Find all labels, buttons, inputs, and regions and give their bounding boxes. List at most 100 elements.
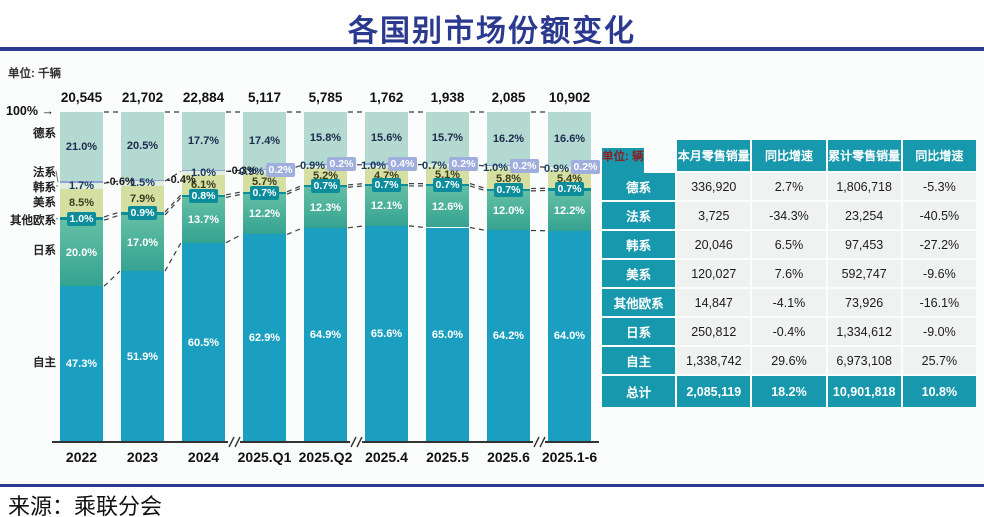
bar-segment-faxi bbox=[487, 165, 530, 167]
table-cell: 1,806,718 bbox=[827, 173, 901, 200]
segment-label: 1.7% bbox=[68, 180, 95, 193]
segment-label: 17.4% bbox=[248, 134, 281, 147]
segment-label: 12.0% bbox=[492, 204, 525, 217]
bar-segment-faxi bbox=[243, 169, 286, 171]
series-label-faxi: 法系 bbox=[33, 166, 56, 179]
row-header: 韩系 bbox=[602, 231, 676, 258]
segment-label: 0.9% bbox=[127, 206, 158, 221]
bar-segment-rixi bbox=[121, 214, 164, 272]
series-label-desi: 德系 bbox=[33, 128, 56, 141]
page-title: 各国别市场份额变化 bbox=[348, 15, 636, 48]
x-axis-label: 2025.4 bbox=[365, 449, 408, 465]
segment-label: 60.5% bbox=[187, 336, 220, 349]
segment-label: 20.0% bbox=[65, 247, 98, 260]
segment-label: 15.8% bbox=[309, 132, 342, 145]
x-axis-label: 2025.5 bbox=[426, 449, 469, 465]
table-cell: 6,973,108 bbox=[827, 347, 901, 374]
segment-label: -0.4% bbox=[167, 174, 196, 187]
table-cell: 592,747 bbox=[827, 260, 901, 287]
bar-segment-desi bbox=[548, 112, 591, 167]
column-header: 同比增速 bbox=[902, 140, 976, 171]
segment-label: 0.7% bbox=[249, 186, 280, 200]
bar-segment-zizhu bbox=[487, 230, 530, 443]
table-cell: -4.1% bbox=[752, 289, 826, 316]
bar-segment-faxi bbox=[60, 181, 103, 184]
column-header: 本月零售销量 bbox=[677, 140, 751, 171]
table-cell: -27.2% bbox=[902, 231, 976, 258]
table-cell: -0.4% bbox=[752, 318, 826, 345]
bar-segment-hanxi bbox=[182, 171, 225, 175]
segment-label: 6.1% bbox=[190, 178, 217, 191]
table-cell: 7.6% bbox=[752, 260, 826, 287]
table-cell: -40.5% bbox=[902, 202, 976, 229]
segment-label: 0.2% bbox=[509, 158, 540, 173]
segment-label: 5.4% bbox=[556, 173, 583, 186]
bar-segment-faxi bbox=[365, 163, 408, 165]
segment-label: 0.9% bbox=[238, 165, 265, 178]
segment-label: 15.6% bbox=[370, 131, 403, 144]
y-axis-100-text: 100% bbox=[6, 104, 38, 118]
segment-label: 5.8% bbox=[495, 172, 522, 185]
table-row: 其他欧系 14,847 -4.1% 73,926 -16.1% bbox=[602, 289, 976, 316]
bar-total-label: 1,938 bbox=[430, 90, 465, 105]
segment-label: 0.7% bbox=[371, 177, 402, 192]
table-cell: 73,926 bbox=[827, 289, 901, 316]
bar-segment-desi bbox=[304, 112, 347, 165]
segment-label: 1.0% bbox=[360, 160, 387, 173]
bar-segment-rixi bbox=[426, 185, 469, 228]
segment-label: 20.5% bbox=[126, 139, 159, 152]
stacked-bar-chart: 单位: 千辆 100% → 20,545 21.0% -0.6% 1.7% 8.5% 1.… bbox=[6, 55, 601, 481]
series-label-qitaouxi: 其他欧系 bbox=[10, 214, 56, 227]
bar-total-label: 5,785 bbox=[308, 90, 343, 105]
table-cell: 25.7% bbox=[902, 347, 976, 374]
bar-segment-zizhu bbox=[243, 234, 286, 442]
bar-segment-zizhu bbox=[182, 242, 225, 443]
bar-segment-faxi bbox=[426, 163, 469, 165]
table-row: 德系 336,920 2.7% 1,806,718 -5.3% bbox=[602, 173, 976, 200]
bar-segment-rixi bbox=[182, 197, 225, 243]
table-cell: 23,254 bbox=[827, 202, 901, 229]
bar-segment-zizhu bbox=[121, 271, 164, 443]
column-header: 单位: 辆 bbox=[602, 148, 644, 179]
row-header: 自主 bbox=[602, 347, 676, 374]
segment-label: 17.0% bbox=[126, 237, 159, 249]
segment-label: 1.0% bbox=[190, 167, 217, 180]
bar-segment-faxi bbox=[304, 164, 347, 165]
table-total-row: 总计 2,085,119 18.2% 10,901,818 10.8% bbox=[602, 376, 976, 407]
row-header: 法系 bbox=[602, 202, 676, 229]
bar-segment-rixi bbox=[365, 185, 408, 226]
segment-label: 0.2% bbox=[326, 157, 357, 172]
x-axis-label: 2025.Q1 bbox=[237, 449, 292, 465]
table-cell: 97,453 bbox=[827, 231, 901, 258]
table-cell: 336,920 bbox=[677, 173, 751, 200]
bar-segment-zizhu bbox=[548, 230, 591, 442]
bar-segment-hanxi bbox=[426, 164, 469, 167]
segment-label: 12.3% bbox=[309, 201, 342, 214]
column-header: 累计零售销量 bbox=[827, 140, 901, 171]
bar-total-label: 20,545 bbox=[60, 90, 103, 105]
segment-label: -0.6% bbox=[106, 176, 135, 189]
bar-total-label: 21,702 bbox=[121, 90, 164, 105]
table-row: 美系 120,027 7.6% 592,747 -9.6% bbox=[602, 260, 976, 287]
table-cell: 20,046 bbox=[677, 231, 751, 258]
chart-unit-label: 单位: 千辆 bbox=[8, 68, 62, 80]
bar-segment-faxi bbox=[182, 170, 225, 172]
bar-total-label: 22,884 bbox=[182, 90, 225, 105]
y-axis-100-label: 100% → bbox=[6, 104, 54, 118]
bar-segment-rixi bbox=[60, 220, 103, 287]
total-cell: 10,901,818 bbox=[827, 376, 901, 407]
segment-label: 12.1% bbox=[370, 199, 403, 212]
table-cell: 1,334,612 bbox=[827, 318, 901, 345]
series-label-hanxi: 韩系 bbox=[33, 181, 56, 194]
bar-segment-hanxi bbox=[121, 180, 164, 186]
segment-label: 5.7% bbox=[251, 176, 278, 189]
total-row-header: 总计 bbox=[602, 376, 676, 407]
bar-segment-zizhu bbox=[304, 227, 347, 442]
segment-label: 8.5% bbox=[68, 196, 95, 209]
top-divider bbox=[0, 47, 984, 51]
table-cell: 1,338,742 bbox=[677, 347, 751, 374]
segment-label: 0.7% bbox=[554, 182, 585, 197]
bottom-divider bbox=[0, 484, 984, 487]
segment-label: 0.7% bbox=[310, 179, 341, 194]
